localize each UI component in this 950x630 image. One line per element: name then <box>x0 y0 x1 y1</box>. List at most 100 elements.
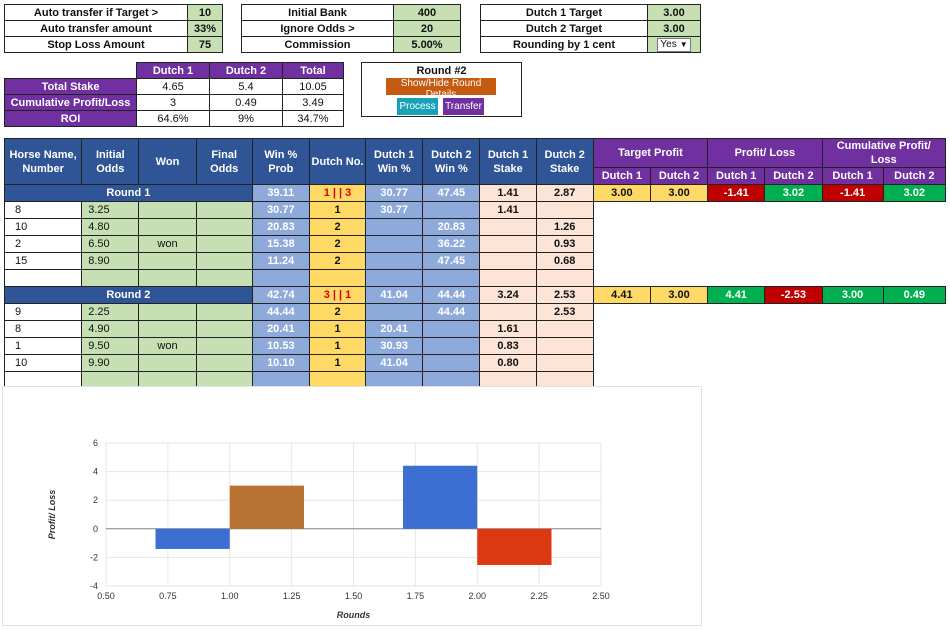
won-cell[interactable]: won <box>138 235 197 253</box>
chart-container: 6 4 2 0 -2 -4 0.50 0.75 1.00 1.25 1.50 1.75 2.00 2.25… <box>2 386 702 626</box>
initial-odds-cell[interactable]: 9.90 <box>81 354 140 372</box>
empty-cell <box>883 202 945 219</box>
setting-left-row: Stop Loss Amount 75 <box>4 36 223 53</box>
final-odds-cell[interactable] <box>195 337 253 355</box>
horse-number-cell[interactable]: 9 <box>3 303 83 321</box>
empty-cell <box>765 338 822 355</box>
won-cell[interactable] <box>138 320 197 338</box>
horse-number-cell[interactable]: 10 <box>3 218 83 236</box>
initial-odds-cell[interactable]: 3.25 <box>81 201 140 219</box>
dutch2-win-cell <box>422 201 481 219</box>
won-cell[interactable] <box>138 269 197 287</box>
initial-odds-cell[interactable]: 9.50 <box>81 337 140 355</box>
round-dutch1-stake: 1.41 <box>479 184 537 202</box>
setting-mid-value[interactable]: 400 <box>393 4 461 21</box>
empty-cell <box>765 202 822 219</box>
empty-cell <box>883 219 945 236</box>
transfer-button[interactable]: Transfer <box>443 98 484 115</box>
setting-left-value[interactable]: 75 <box>187 36 223 53</box>
horse-number-cell[interactable]: 2 <box>3 235 83 253</box>
final-odds-cell[interactable] <box>195 218 253 236</box>
won-cell[interactable] <box>138 201 197 219</box>
final-odds-cell[interactable] <box>195 303 253 321</box>
summary-header-dutch1: Dutch 1 <box>136 62 210 79</box>
dutch2-win-cell: 36.22 <box>422 235 481 253</box>
initial-odds-cell[interactable] <box>81 269 140 287</box>
initial-odds-cell[interactable]: 6.50 <box>81 235 140 253</box>
final-odds-cell[interactable] <box>195 320 253 338</box>
setting-right-value[interactable]: 3.00 <box>647 4 701 21</box>
empty-cell <box>708 321 765 338</box>
empty-cell <box>822 338 883 355</box>
setting-mid-value[interactable]: 5.00% <box>393 36 461 53</box>
dutch-no-cell: 1 <box>308 354 367 372</box>
rounding-select[interactable]: Yes ▼ <box>657 37 691 52</box>
final-odds-cell[interactable] <box>195 201 253 219</box>
final-odds-cell[interactable] <box>195 354 253 372</box>
empty-cell <box>650 236 707 253</box>
round-target-profit-dutch1: 3.00 <box>592 184 651 202</box>
final-odds-cell[interactable] <box>195 371 253 389</box>
setting-right-value[interactable]: 3.00 <box>647 20 701 37</box>
won-cell[interactable] <box>138 218 197 236</box>
x-tick-label: 1.25 <box>283 591 301 601</box>
horse-number-cell[interactable]: 10 <box>3 354 83 372</box>
final-odds-cell[interactable] <box>195 235 253 253</box>
empty-cell <box>822 372 883 389</box>
empty-cell <box>708 202 765 219</box>
dutch1-stake-cell: 1.61 <box>479 320 537 338</box>
empty-cell <box>593 338 650 355</box>
round-cumulative-dutch2: 3.02 <box>882 184 947 202</box>
empty-cell <box>765 355 822 372</box>
empty-cell <box>883 338 945 355</box>
empty-cell <box>593 236 650 253</box>
initial-odds-cell[interactable]: 4.80 <box>81 218 140 236</box>
horse-number-cell[interactable]: 8 <box>3 201 83 219</box>
horse-row: 15 8.90 11.24 2 47.45 0.68 <box>3 252 946 270</box>
empty-cell <box>708 253 765 270</box>
empty-cell <box>593 253 650 270</box>
round-dutch-no: 1 | | 3 <box>308 184 367 202</box>
dutch-no-cell: 1 <box>308 337 367 355</box>
setting-left-value[interactable]: 33% <box>187 20 223 37</box>
round-dutch1-win: 30.77 <box>365 184 424 202</box>
won-cell[interactable] <box>138 354 197 372</box>
setting-mid-value[interactable]: 20 <box>393 20 461 37</box>
dutch2-stake-cell: 1.26 <box>535 218 594 236</box>
y-tick-label: -2 <box>90 552 98 562</box>
setting-mid-row: Initial Bank 400 <box>241 4 461 21</box>
horse-number-cell[interactable]: 1 <box>3 337 83 355</box>
won-cell[interactable]: won <box>138 337 197 355</box>
empty-cell <box>765 321 822 338</box>
won-cell[interactable] <box>138 252 197 270</box>
process-button[interactable]: Process <box>397 98 438 115</box>
round-panel: Round #2 <box>361 62 522 117</box>
horse-number-cell[interactable]: 8 <box>3 320 83 338</box>
settings-left-table: Auto transfer if Target >10 Auto transfer… <box>4 4 223 53</box>
horse-row: 1 9.50 won 10.53 1 30.93 0.83 <box>3 337 946 355</box>
round-dutch2-win: 44.44 <box>422 286 481 304</box>
header-pl-dutch2: Dutch 2 <box>764 167 823 185</box>
horse-number-cell[interactable]: 15 <box>3 252 83 270</box>
empty-cell <box>822 304 883 321</box>
header-cp-dutch2: Dutch 2 <box>882 167 947 185</box>
empty-cell <box>708 372 765 389</box>
round-profit-loss-dutch1: 4.41 <box>707 286 766 304</box>
initial-odds-cell[interactable]: 8.90 <box>81 252 140 270</box>
empty-cell <box>883 270 945 287</box>
final-odds-cell[interactable] <box>195 252 253 270</box>
dutch-no-cell: 2 <box>308 218 367 236</box>
dutch-no-cell: 2 <box>308 235 367 253</box>
final-odds-cell[interactable] <box>195 269 253 287</box>
won-cell[interactable] <box>138 371 197 389</box>
horse-number-cell[interactable] <box>3 269 83 287</box>
empty-cell <box>593 304 650 321</box>
won-cell[interactable] <box>138 303 197 321</box>
initial-odds-cell[interactable]: 2.25 <box>81 303 140 321</box>
win-prob-cell: 30.77 <box>251 201 310 219</box>
show-hide-round-details-button[interactable]: Show/Hide Round Details <box>386 78 496 100</box>
win-prob-cell: 10.10 <box>251 354 310 372</box>
initial-odds-cell[interactable]: 4.90 <box>81 320 140 338</box>
setting-right-row: Dutch 1 Target 3.00 <box>480 4 701 21</box>
setting-left-value[interactable]: 10 <box>187 4 223 21</box>
